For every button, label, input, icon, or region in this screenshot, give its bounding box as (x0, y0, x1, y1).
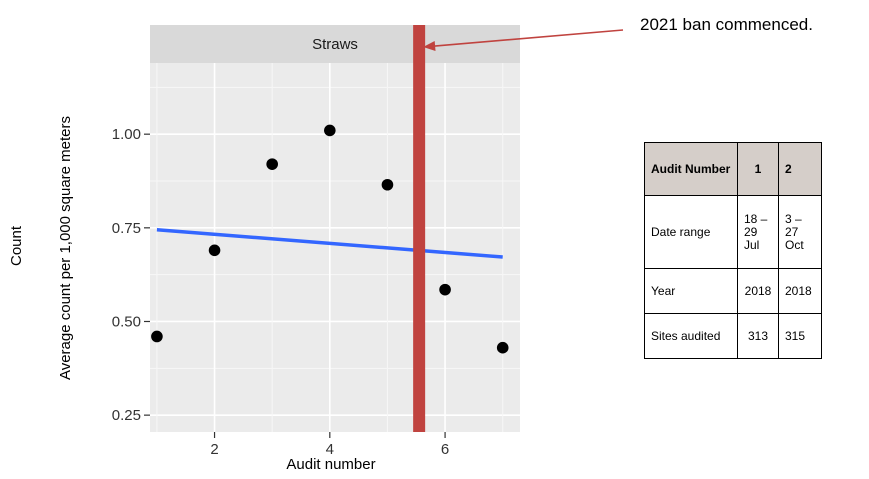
cell-sites-audit-1: 313 (737, 313, 779, 359)
x-axis-title: Audit number (286, 456, 375, 473)
x-tick-label: 2 (210, 441, 218, 458)
row-label: Sites audited (644, 313, 738, 359)
row-label: Year (644, 268, 738, 314)
cell-sites-audit-2: 315 (778, 313, 822, 359)
data-point (208, 244, 221, 257)
cell-date-audit-1: 18 – 29 Jul (737, 195, 779, 269)
points-group (151, 124, 509, 354)
y-tick-label: 0.50 (112, 313, 141, 330)
ban-annotation: 2021 ban commenced. (640, 15, 813, 34)
header-cell-label: Audit Number (644, 142, 738, 196)
table-row-year: Year 2018 2018 (644, 268, 822, 314)
x-axis-ticks: 2 4 6 (210, 432, 449, 458)
data-point (439, 283, 451, 296)
cell-date-audit-2: 3 – 27 Oct (778, 195, 822, 269)
cell-year-audit-1: 2018 (737, 268, 779, 314)
y-tick-label: 0.25 (112, 407, 141, 424)
audit-table: Audit Number 1 2 Date range 18 – 29 Jul … (644, 142, 822, 359)
data-point (381, 178, 394, 191)
annotation-arrow-line (433, 29, 624, 47)
header-cell-audit-2: 2 (778, 142, 822, 196)
cell-year-audit-2: 2018 (778, 268, 822, 314)
x-tick-label: 6 (441, 441, 449, 458)
table-row-date-range: Date range 18 – 29 Jul 3 – 27 Oct (644, 195, 822, 269)
table-header-row: Audit Number 1 2 (644, 142, 822, 196)
facet-title: Straws (312, 36, 358, 53)
data-point (324, 124, 336, 137)
y-axis-ticks: 0.25 0.50 0.75 1.00 (112, 126, 150, 424)
data-point (266, 158, 278, 170)
data-point (496, 341, 509, 354)
trend-line (156, 227, 503, 259)
ban-vertical-line (413, 25, 426, 432)
annotation-arrow-group (423, 29, 624, 51)
annotation-arrow-head (423, 41, 436, 51)
ban-line-group (413, 25, 426, 432)
y-tick-label: 0.75 (112, 220, 141, 237)
x-tick-label: 4 (326, 441, 334, 458)
y-tick-label: 1.00 (112, 126, 141, 143)
plot-panel (150, 63, 520, 432)
data-point (151, 330, 163, 343)
table-row-sites-audited: Sites audited 313 315 (644, 313, 822, 359)
trend-line-group (156, 227, 503, 259)
header-cell-audit-1: 1 (737, 142, 779, 196)
outer-y-axis-title: Count (8, 225, 25, 266)
row-label: Date range (644, 195, 738, 269)
y-axis-title: Average count per 1,000 square meters (57, 116, 74, 380)
